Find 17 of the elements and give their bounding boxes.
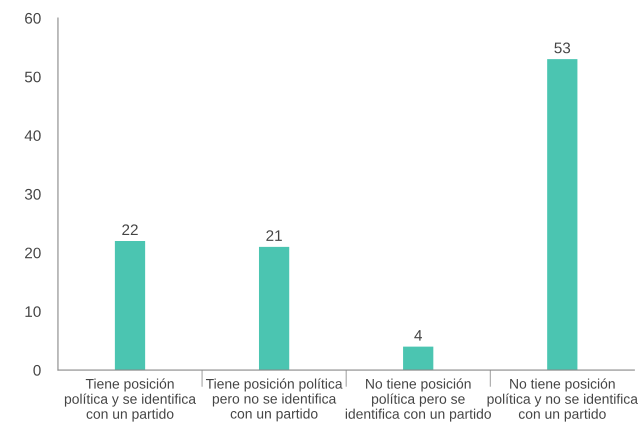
x-tick-label: Tiene posición política pero no se identifica con un partido — [206, 378, 343, 422]
y-tick-label: 0 — [33, 364, 41, 376]
y-tick-label: 50 — [24, 72, 41, 82]
y-tick-label: 20 — [25, 248, 41, 258]
bar — [547, 59, 578, 370]
y-tick-label: 40 — [24, 130, 41, 142]
x-tick-label: Tiene posición política y se identifica con un partido — [64, 378, 196, 422]
data-label: 4 — [414, 330, 422, 341]
y-tick-label: 60 — [25, 12, 41, 24]
bar — [114, 240, 146, 370]
data-label: 22 — [122, 224, 138, 236]
data-label: 21 — [266, 230, 282, 241]
y-tick-label: 30 — [24, 188, 41, 200]
bar — [258, 246, 290, 370]
bar — [403, 346, 434, 370]
y-tick-label: 10 — [25, 306, 41, 318]
data-label: 53 — [554, 42, 570, 54]
